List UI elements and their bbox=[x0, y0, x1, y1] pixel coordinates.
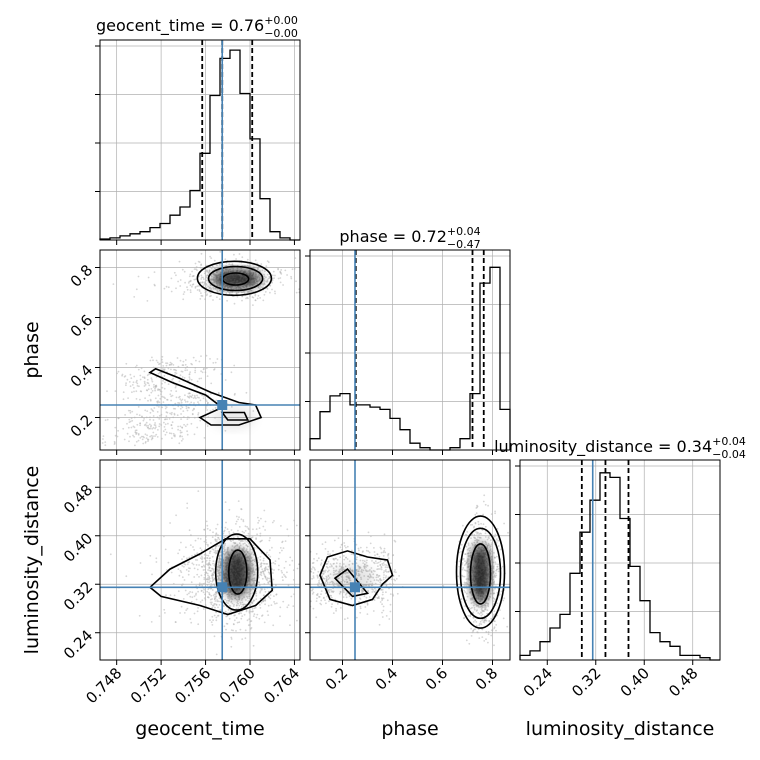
xtick-label-phase-1: 0.4 bbox=[372, 664, 402, 694]
xtick-label-phase-3: 0.8 bbox=[472, 664, 502, 694]
yaxis-label-phase: phase bbox=[21, 321, 43, 378]
panel-frame-1-1 bbox=[309, 249, 511, 451]
histogram-luminosity_distance bbox=[519, 472, 720, 661]
ytick-label-luminosity_distance-2: 0.40 bbox=[60, 529, 96, 565]
xtick-label-geocent_time-0: 0.748 bbox=[82, 664, 125, 707]
contour-1-0 bbox=[148, 367, 263, 426]
svg-text:−0.00: −0.00 bbox=[264, 27, 298, 40]
contour-1-0 bbox=[207, 265, 264, 292]
xtick-label-phase-2: 0.6 bbox=[422, 664, 452, 694]
svg-text:luminosity_distance = 0.34+0.0: luminosity_distance = 0.34+0.04 bbox=[494, 435, 746, 457]
xtick-label-geocent_time-1: 0.752 bbox=[127, 664, 170, 707]
density-2-1 bbox=[470, 543, 491, 604]
xtick-label-phase-0: 0.2 bbox=[322, 664, 352, 694]
density-1-0 bbox=[212, 268, 261, 289]
xtick-label-geocent_time-2: 0.756 bbox=[171, 664, 214, 707]
xtick-label-geocent_time-4: 0.764 bbox=[260, 664, 303, 707]
contour-2-0 bbox=[214, 533, 259, 611]
svg-text:geocent_time = 0.76+0.00: geocent_time = 0.76+0.00 bbox=[96, 14, 298, 36]
truth-marker-2-1 bbox=[350, 582, 360, 593]
svg-text:−0.04: −0.04 bbox=[712, 448, 746, 461]
panel-frame-2-0 bbox=[99, 459, 301, 661]
contour-2-1 bbox=[469, 543, 492, 605]
xtick-label-luminosity_distance-2: 0.40 bbox=[617, 664, 653, 700]
panel-frame-2-1 bbox=[309, 459, 511, 661]
ytick-label-phase-3: 0.8 bbox=[67, 261, 97, 291]
xaxis-label-luminosity_distance: luminosity_distance bbox=[526, 718, 715, 740]
yaxis-label-luminosity_distance: luminosity_distance bbox=[21, 466, 43, 655]
contour-2-1 bbox=[455, 515, 506, 629]
grid-1-1 bbox=[310, 250, 510, 450]
svg-text:phase = 0.72+0.04: phase = 0.72+0.04 bbox=[339, 225, 480, 246]
panel-frame-0-0 bbox=[99, 39, 301, 241]
truth-marker-2-0 bbox=[217, 582, 228, 593]
xtick-label-luminosity_distance-1: 0.32 bbox=[568, 664, 604, 700]
ytick-label-luminosity_distance-3: 0.48 bbox=[60, 481, 96, 517]
title-geocent_time: geocent_time = 0.76+0.00−0.00 bbox=[96, 14, 298, 40]
histogram-geocent_time bbox=[99, 49, 300, 241]
xaxis-label-phase: phase bbox=[381, 718, 438, 740]
xtick-label-geocent_time-3: 0.760 bbox=[216, 664, 259, 707]
xtick-label-luminosity_distance-0: 0.24 bbox=[520, 664, 556, 700]
contour-1-0 bbox=[196, 260, 273, 297]
contour-2-1 bbox=[319, 550, 394, 607]
xtick-label-luminosity_distance-3: 0.48 bbox=[665, 664, 701, 700]
contour-2-0 bbox=[228, 549, 248, 595]
svg-text:−0.47: −0.47 bbox=[447, 238, 481, 251]
panel-frame-2-2 bbox=[519, 459, 721, 661]
title-luminosity_distance: luminosity_distance = 0.34+0.04−0.04 bbox=[494, 435, 746, 461]
xaxis-label-geocent_time: geocent_time bbox=[135, 718, 264, 740]
ytick-label-phase-2: 0.6 bbox=[67, 311, 97, 341]
ytick-label-phase-1: 0.4 bbox=[67, 361, 97, 391]
ytick-label-luminosity_distance-0: 0.24 bbox=[60, 626, 96, 662]
grid-0-0 bbox=[100, 40, 300, 240]
contour-2-0 bbox=[148, 538, 274, 616]
ytick-label-luminosity_distance-1: 0.32 bbox=[60, 578, 96, 614]
histogram-phase bbox=[309, 266, 511, 451]
ytick-label-phase-0: 0.2 bbox=[67, 411, 97, 441]
contour-1-0 bbox=[220, 411, 250, 421]
title-phase: phase = 0.72+0.04−0.47 bbox=[339, 225, 480, 251]
contour-2-1 bbox=[459, 527, 502, 620]
truth-marker-1-0 bbox=[217, 400, 228, 410]
panel-frame-1-0 bbox=[99, 249, 301, 451]
